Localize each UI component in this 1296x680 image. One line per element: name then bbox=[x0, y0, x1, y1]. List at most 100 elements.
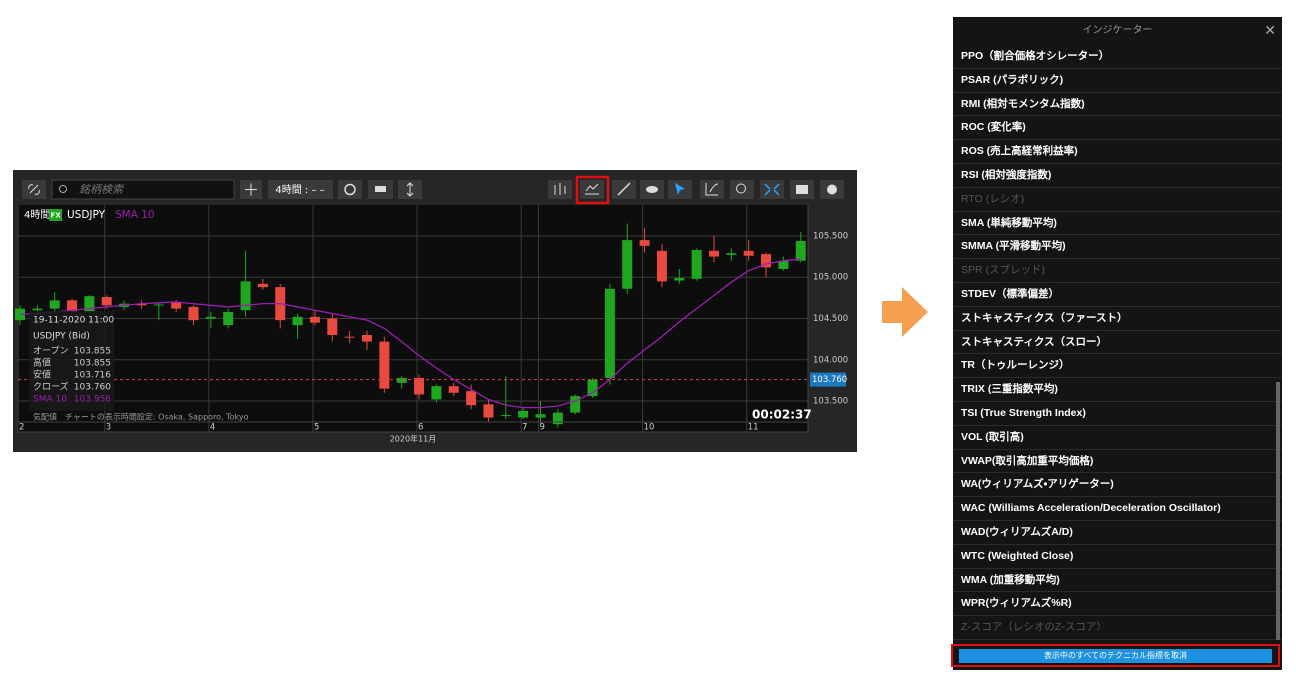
candle-body bbox=[240, 281, 251, 311]
indicator-item[interactable]: ストキャスティクス（スロー） bbox=[953, 331, 1282, 355]
indicator-item[interactable]: ストキャスティクス（ファースト） bbox=[953, 307, 1282, 331]
indicator-item[interactable]: PSAR (パラボリック) bbox=[953, 69, 1282, 93]
market-label: FX bbox=[50, 212, 61, 220]
indicator-button[interactable] bbox=[580, 180, 604, 199]
toolbar: 銘柄検索 4時間 : – – bbox=[22, 175, 844, 205]
x-tick-label: 9 bbox=[540, 423, 545, 433]
candle-body bbox=[500, 415, 511, 417]
candle-body bbox=[535, 414, 546, 418]
indicator-item[interactable]: WAD(ウィリアムズA/D) bbox=[953, 521, 1282, 545]
axis-icon bbox=[705, 183, 719, 196]
candle-body bbox=[171, 301, 182, 309]
indicator-panel: インジケーター ✕ PPO（割合価格オシレーター） PSAR (パラボリック) RMI… bbox=[951, 17, 1282, 670]
info-box: 19-11-2020 11:00 USDJPY (Bid) オープン 103.85… bbox=[29, 311, 114, 411]
panel-title-row: インジケーター ✕ bbox=[953, 17, 1282, 45]
indicator-item[interactable]: PPO（割合価格オシレーター） bbox=[953, 45, 1282, 69]
candle-body bbox=[570, 396, 581, 413]
zoom-button[interactable] bbox=[730, 180, 754, 199]
indicator-item[interactable]: RSI (相対強度指数) bbox=[953, 164, 1282, 188]
highlight-box bbox=[575, 175, 610, 205]
arrow bbox=[882, 287, 928, 337]
indicator-item[interactable]: WA(ウィリアムズ・アリゲーター) bbox=[953, 473, 1282, 498]
candle-body bbox=[622, 240, 633, 289]
indicator-item[interactable]: RMI (相対モメンタム指数) bbox=[953, 93, 1282, 117]
y-tick-label: 103.500 bbox=[813, 397, 848, 407]
indicator-item[interactable]: ROC (変化率) bbox=[953, 116, 1282, 141]
y-tick-label: 105.000 bbox=[813, 273, 848, 283]
indicator-item[interactable]: ROS (売上高経常利益率) bbox=[953, 140, 1282, 164]
marks: 103.760 bbox=[15, 223, 847, 428]
refresh-icon bbox=[344, 183, 356, 196]
indicator-item[interactable]: VWAP(取引高加重平均価格) bbox=[953, 450, 1282, 474]
indicator-item[interactable]: VOL (取引高) bbox=[953, 426, 1282, 450]
info-row-value: 103.760 bbox=[74, 383, 111, 393]
indicator-item[interactable]: STDEV（標準偏差） bbox=[953, 283, 1282, 307]
indicator-item[interactable]: WMA (加重移動平均) bbox=[953, 569, 1282, 593]
candle-body bbox=[257, 283, 268, 288]
candle-body bbox=[32, 308, 43, 311]
candle-body bbox=[552, 412, 563, 425]
timeframe-label: 4時間 : – – bbox=[275, 184, 324, 196]
indicator-item[interactable]: TRIX (三重指数平均) bbox=[953, 378, 1282, 402]
candle-body bbox=[84, 296, 95, 312]
header-timeframe: 4時間 bbox=[24, 209, 50, 221]
info-row-label: クローズ bbox=[33, 381, 69, 393]
candle-body bbox=[396, 377, 407, 383]
info-row-value: 103.855 bbox=[74, 347, 111, 357]
search-box[interactable] bbox=[51, 179, 235, 200]
clear-all-button[interactable]: 表示中のすべてのテクニカル指標を取消 bbox=[959, 649, 1272, 663]
indicator-item[interactable]: TR（トゥルーレンジ） bbox=[953, 354, 1282, 379]
candle-body bbox=[379, 341, 390, 389]
candle-body bbox=[656, 250, 667, 282]
indicator-item[interactable]: WAC (Williams Acceleration/Deceleration … bbox=[953, 497, 1282, 521]
scrollbar[interactable] bbox=[1276, 382, 1280, 640]
sma-line bbox=[19, 258, 801, 409]
candle-body bbox=[431, 386, 442, 400]
close-button[interactable]: ✕ bbox=[1264, 23, 1276, 39]
candle-body bbox=[691, 249, 702, 279]
x-tick-label: 11 bbox=[748, 423, 759, 433]
fit-button[interactable] bbox=[760, 180, 784, 199]
candle-body bbox=[761, 254, 772, 268]
indicator-item[interactable]: SMA (単純移動平均) bbox=[953, 212, 1282, 236]
candle-body bbox=[587, 379, 598, 397]
candle-body bbox=[362, 335, 372, 342]
candle-body bbox=[466, 391, 477, 406]
gear-icon bbox=[827, 184, 837, 195]
symbol-label: USDJPY bbox=[67, 209, 106, 221]
candle-body bbox=[483, 404, 494, 418]
indicator-item: RTO (レシオ) bbox=[953, 188, 1282, 212]
sort-icon bbox=[406, 182, 414, 197]
indicator-item[interactable]: SMMA (平滑移動平均) bbox=[953, 235, 1282, 260]
candle-body bbox=[49, 300, 60, 309]
add-icon bbox=[245, 183, 257, 196]
refresh-button[interactable] bbox=[338, 180, 362, 199]
timeframe-button[interactable] bbox=[268, 180, 333, 199]
info-row-value: 103.855 bbox=[74, 359, 111, 369]
chart-type-icon bbox=[554, 183, 566, 195]
candle-body bbox=[15, 308, 25, 321]
candle-body bbox=[223, 311, 234, 326]
candle-body bbox=[67, 300, 78, 312]
indicator-list: PPO（割合価格オシレーター） PSAR (パラボリック) RMI (相対モメンタム… bbox=[953, 45, 1282, 640]
x-tick-label: 7 bbox=[522, 423, 527, 433]
indicator-label: SMA 10 bbox=[115, 209, 155, 221]
candle-body bbox=[726, 253, 737, 255]
candle-body bbox=[743, 250, 754, 256]
chart-panel: 銘柄検索 4時間 : – – 103.500 104.000 104.500 105.… bbox=[13, 170, 857, 452]
indicator-item[interactable]: TSI (True Strength Index) bbox=[953, 402, 1282, 426]
indicator-item[interactable]: WPR(ウィリアムズ%R) bbox=[953, 592, 1282, 617]
axis-button[interactable] bbox=[700, 180, 724, 199]
candle-body bbox=[778, 260, 789, 269]
info-row-value: 103.716 bbox=[74, 371, 111, 381]
info-row-value: 103.956 bbox=[74, 395, 111, 405]
indicator-item[interactable]: WTC (Weighted Close) bbox=[953, 545, 1282, 569]
x-tick-label: 3 bbox=[106, 423, 111, 433]
candle-body bbox=[448, 386, 459, 393]
x-tick-label: 4 bbox=[210, 423, 215, 433]
indicator-item: SPR (スプレッド) bbox=[953, 259, 1282, 283]
candle-body bbox=[639, 240, 650, 246]
zoom-icon bbox=[736, 183, 746, 194]
x-tick-label: 2 bbox=[19, 423, 24, 433]
